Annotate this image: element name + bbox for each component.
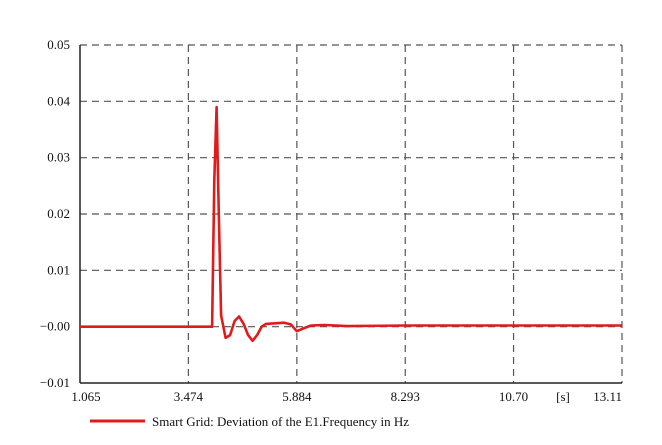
- x-unit-label: [s]: [556, 389, 570, 404]
- y-tick-label: 0.04: [47, 93, 70, 108]
- x-tick-label: 8.293: [391, 389, 420, 404]
- y-tick-label: −0.01: [40, 375, 70, 390]
- y-tick-labels: −0.01 −0.00 0.01 0.02 0.03 0.04 0.05: [40, 37, 71, 390]
- x-tick-label: 1.065: [71, 389, 100, 404]
- legend: Smart Grid: Deviation of the E1.Frequenc…: [90, 414, 409, 429]
- y-tick-label: 0.02: [47, 206, 70, 221]
- x-tick-label: 5.884: [282, 389, 312, 404]
- x-tick-label: 13.11: [593, 389, 622, 404]
- y-tick-label: 0.01: [47, 262, 70, 277]
- x-tick-labels: 1.065 3.474 5.884 8.293 10.70 13.11: [71, 389, 622, 404]
- series-line: [80, 105, 622, 343]
- y-tick-label: −0.00: [40, 319, 70, 334]
- y-tick-label: 0.03: [47, 150, 70, 165]
- grid: [80, 44, 623, 383]
- series-layer: [80, 105, 622, 343]
- y-tick-label: 0.05: [47, 37, 70, 52]
- x-tick-label: 10.70: [499, 389, 528, 404]
- legend-label: Smart Grid: Deviation of the E1.Frequenc…: [152, 414, 409, 429]
- x-tick-label: 3.474: [174, 389, 204, 404]
